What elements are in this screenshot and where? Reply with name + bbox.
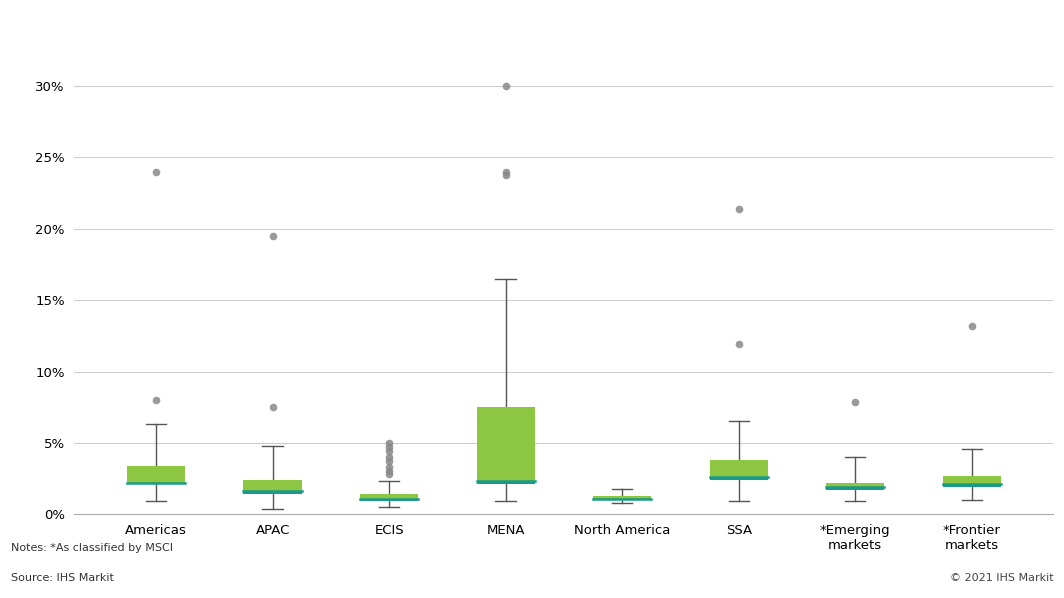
- Bar: [244, 480, 302, 495]
- Bar: [593, 496, 651, 500]
- Text: Source: IHS Markit: Source: IHS Markit: [11, 573, 114, 583]
- Bar: [826, 487, 884, 490]
- Bar: [943, 484, 1001, 487]
- Bar: [360, 495, 418, 502]
- Bar: [710, 460, 768, 480]
- Bar: [477, 481, 535, 484]
- Bar: [710, 477, 768, 480]
- Bar: [593, 499, 651, 500]
- Text: Notes: *As classified by MSCI: Notes: *As classified by MSCI: [11, 543, 172, 553]
- Bar: [244, 492, 302, 495]
- Text: Trends in average Country Risk Premiums by region this quarter: Trends in average Country Risk Premiums …: [13, 22, 597, 38]
- Bar: [127, 483, 185, 484]
- Bar: [943, 476, 1001, 487]
- Text: © 2021 IHS Markit: © 2021 IHS Markit: [950, 573, 1053, 583]
- Bar: [826, 483, 884, 490]
- Bar: [360, 499, 418, 502]
- Bar: [127, 466, 185, 484]
- Bar: [477, 407, 535, 484]
